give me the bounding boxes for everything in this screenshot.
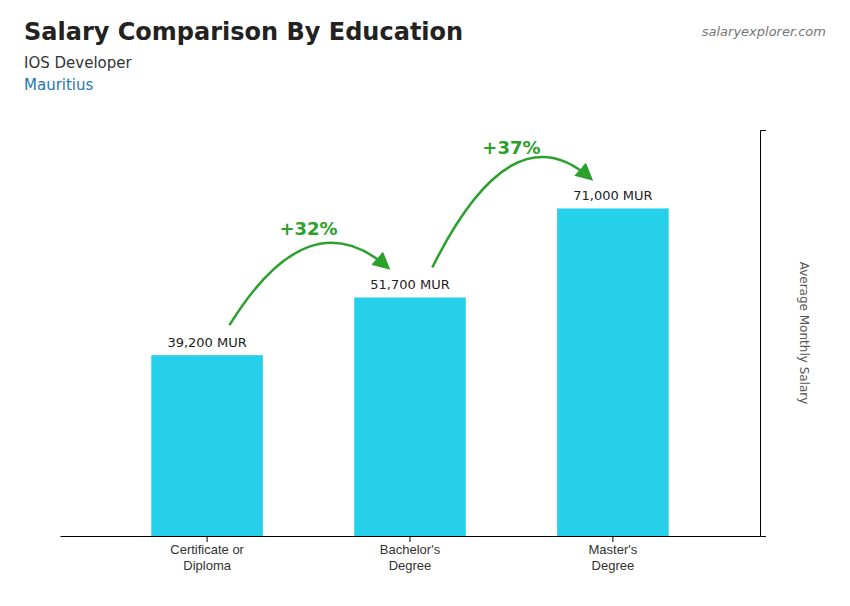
x-tick-mark	[410, 536, 411, 542]
change-label: +32%	[279, 218, 337, 239]
bar	[557, 208, 669, 536]
x-tick-label-line: Certificate or	[170, 542, 244, 557]
x-tick: Master'sDegree	[589, 536, 638, 573]
x-tick-mark	[612, 536, 613, 542]
x-tick-mark	[207, 536, 208, 542]
subtitle: Mauritius	[24, 76, 94, 94]
bars	[151, 208, 668, 536]
data-label: 39,200 MUR	[167, 335, 246, 350]
x-tick-label: Master'sDegree	[589, 542, 638, 573]
change-arrow	[432, 157, 590, 267]
y-axis-label: Average Monthly Salary	[797, 262, 811, 405]
x-tick-label-line: Diploma	[183, 558, 231, 573]
change-arrows: +32% +37%	[229, 137, 590, 325]
x-tick-label: Certificate orDiploma	[170, 542, 244, 573]
x-tick-label-line: Bachelor's	[380, 542, 441, 557]
x-tick: Certificate orDiploma	[170, 536, 244, 573]
x-tick-label-line: Degree	[389, 558, 432, 573]
y-axis	[761, 131, 767, 537]
subtitle: IOS Developer	[24, 54, 132, 72]
data-label: 71,000 MUR	[573, 188, 652, 203]
x-tick-label-line: Degree	[592, 558, 635, 573]
x-tick-label-line: Master's	[589, 542, 638, 557]
change-arrow	[229, 243, 387, 325]
y-axis-line	[761, 131, 767, 537]
data-labels: 39,200 MUR 51,700 MUR 71,000 MUR	[167, 188, 652, 350]
plot: Certificate orDiplomaBachelor'sDegreeMas…	[61, 131, 767, 573]
x-tick: Bachelor'sDegree	[380, 536, 441, 573]
x-tick-label: Bachelor'sDegree	[380, 542, 441, 573]
change-label: +37%	[482, 137, 540, 158]
bar	[151, 355, 263, 536]
chart: Salary Comparison By Education IOS Develo…	[0, 0, 850, 606]
data-label: 51,700 MUR	[370, 277, 449, 292]
title: Salary Comparison By Education	[24, 18, 463, 46]
source: salaryexplorer.com	[702, 24, 826, 39]
bar	[354, 297, 466, 536]
x-axis: Certificate orDiplomaBachelor'sDegreeMas…	[61, 536, 761, 573]
